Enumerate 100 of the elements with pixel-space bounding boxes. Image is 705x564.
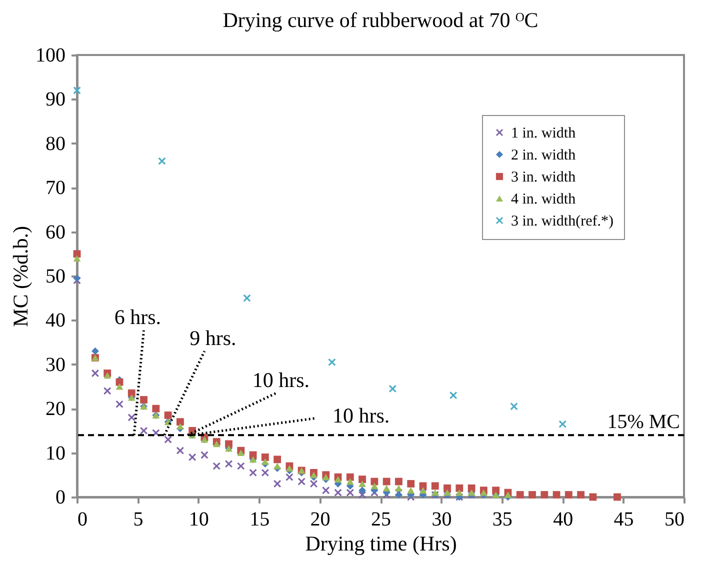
- point: [310, 472, 318, 478]
- ref-line-label: 15% MC: [607, 411, 680, 434]
- point: [334, 476, 342, 483]
- x-axis-title: Drying time (Hrs): [305, 532, 457, 556]
- point: [395, 484, 402, 492]
- point: [164, 412, 172, 419]
- point: [104, 372, 112, 379]
- x-tick-label: 40: [553, 508, 574, 530]
- legend-label: 4 in. width: [511, 192, 576, 208]
- point: [176, 418, 184, 426]
- point: [552, 491, 560, 498]
- point: [152, 404, 160, 412]
- point: [92, 347, 99, 355]
- point: [334, 488, 342, 496]
- x-tick-label: 10: [188, 508, 209, 530]
- point: [176, 446, 184, 454]
- point: [310, 480, 318, 488]
- point: [261, 458, 269, 465]
- annotation: 9 hrs.: [190, 326, 236, 350]
- point: [528, 491, 536, 498]
- point: [164, 436, 172, 444]
- point: [274, 480, 282, 488]
- y-tick-label: 90: [46, 88, 66, 111]
- point: [370, 478, 378, 486]
- point: [358, 480, 366, 487]
- point: [158, 157, 166, 165]
- y-tick-label: 100: [36, 44, 66, 66]
- point: [407, 487, 415, 494]
- x-tick-label: 15: [250, 508, 270, 530]
- x-tick-label: 30: [432, 508, 452, 530]
- point: [492, 486, 500, 494]
- y-tick-label: 30: [46, 354, 66, 376]
- point: [92, 370, 99, 377]
- point: [243, 294, 251, 302]
- point: [237, 462, 245, 470]
- point: [614, 493, 621, 501]
- point: [73, 86, 81, 94]
- point: [261, 468, 269, 476]
- point: [274, 456, 282, 464]
- annotation: 6 hrs.: [114, 305, 162, 330]
- legend-label: 3 in. width: [511, 170, 576, 186]
- legend-label: 1 in. width: [511, 126, 576, 142]
- point: [286, 473, 294, 481]
- x-tick-label: 35: [492, 508, 512, 530]
- point: [382, 478, 390, 486]
- point: [73, 250, 81, 258]
- point: [395, 478, 402, 486]
- y-tick-label: 40: [46, 310, 66, 332]
- x-tick-label: 25: [371, 508, 391, 530]
- legend-label: 2 in. width: [511, 148, 576, 164]
- point: [346, 478, 354, 485]
- point: [188, 454, 196, 461]
- chart-title: Drying curve of rubberwood at 70 ᴼC: [222, 8, 538, 32]
- point: [140, 396, 148, 404]
- point: [104, 387, 112, 395]
- point: [328, 358, 336, 366]
- point: [468, 489, 476, 496]
- point: [322, 486, 330, 494]
- point: [419, 482, 427, 490]
- annotation: 10 hrs.: [252, 368, 310, 392]
- point: [516, 491, 524, 498]
- point: [419, 487, 427, 494]
- point: [577, 491, 585, 498]
- point: [431, 482, 439, 490]
- point: [212, 462, 220, 470]
- point: [370, 482, 378, 490]
- point: [395, 491, 402, 498]
- point: [116, 400, 124, 408]
- y-tick-label: 80: [46, 132, 66, 155]
- point: [480, 489, 488, 496]
- x-tick-label: 5: [133, 508, 144, 530]
- point: [407, 480, 415, 488]
- point: [200, 451, 208, 459]
- point: [468, 484, 476, 492]
- y-tick-label: 70: [46, 177, 66, 200]
- legend-label: 3 in. width(ref.*): [511, 214, 614, 230]
- point: [322, 474, 330, 480]
- point: [358, 476, 366, 484]
- point: [510, 402, 518, 410]
- point: [261, 454, 269, 461]
- point: [358, 491, 366, 498]
- point: [73, 255, 81, 262]
- point: [176, 423, 184, 430]
- x-tick-label: 0: [78, 508, 88, 530]
- point: [450, 392, 458, 400]
- y-axis-title: MC (%d.b.): [8, 226, 32, 327]
- point: [346, 473, 354, 481]
- point: [444, 484, 451, 492]
- point: [431, 489, 439, 496]
- x-tick-label: 45: [614, 508, 634, 530]
- annotation: 10 hrs.: [332, 403, 390, 428]
- point: [225, 460, 232, 468]
- point: [444, 489, 451, 496]
- point: [346, 488, 354, 496]
- point: [249, 468, 257, 476]
- point: [456, 489, 464, 496]
- point: [212, 440, 220, 448]
- point: [558, 420, 566, 428]
- point: [274, 462, 282, 470]
- y-tick-label: 10: [46, 442, 66, 464]
